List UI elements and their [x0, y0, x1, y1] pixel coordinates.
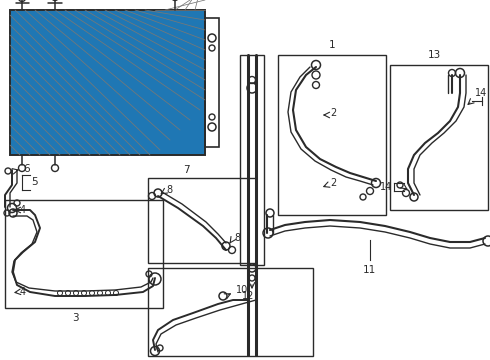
Text: 2: 2 [330, 178, 336, 188]
Text: 12: 12 [242, 291, 254, 301]
Bar [148, 268, 313, 356]
Bar [10, 10, 205, 155]
Bar [240, 55, 264, 265]
Bar [10, 10, 205, 155]
Text: 1: 1 [329, 40, 335, 50]
Bar [390, 65, 488, 210]
Text: 14: 14 [475, 88, 487, 98]
Text: 8: 8 [166, 185, 172, 195]
Text: 5: 5 [31, 177, 38, 187]
Bar [148, 178, 256, 263]
Text: 6: 6 [23, 164, 29, 174]
Text: 7: 7 [183, 165, 190, 175]
Text: 4: 4 [20, 205, 26, 215]
Text: 13: 13 [427, 50, 441, 60]
Text: 3: 3 [72, 313, 78, 323]
Text: 4: 4 [20, 287, 26, 297]
Text: 2: 2 [330, 108, 336, 118]
Text: 10: 10 [236, 285, 248, 295]
Bar [5, 200, 163, 308]
Text: 14: 14 [380, 182, 392, 192]
Text: 11: 11 [363, 265, 376, 275]
Text: 8: 8 [234, 233, 240, 243]
Bar [205, 18, 219, 147]
Bar [278, 55, 386, 215]
